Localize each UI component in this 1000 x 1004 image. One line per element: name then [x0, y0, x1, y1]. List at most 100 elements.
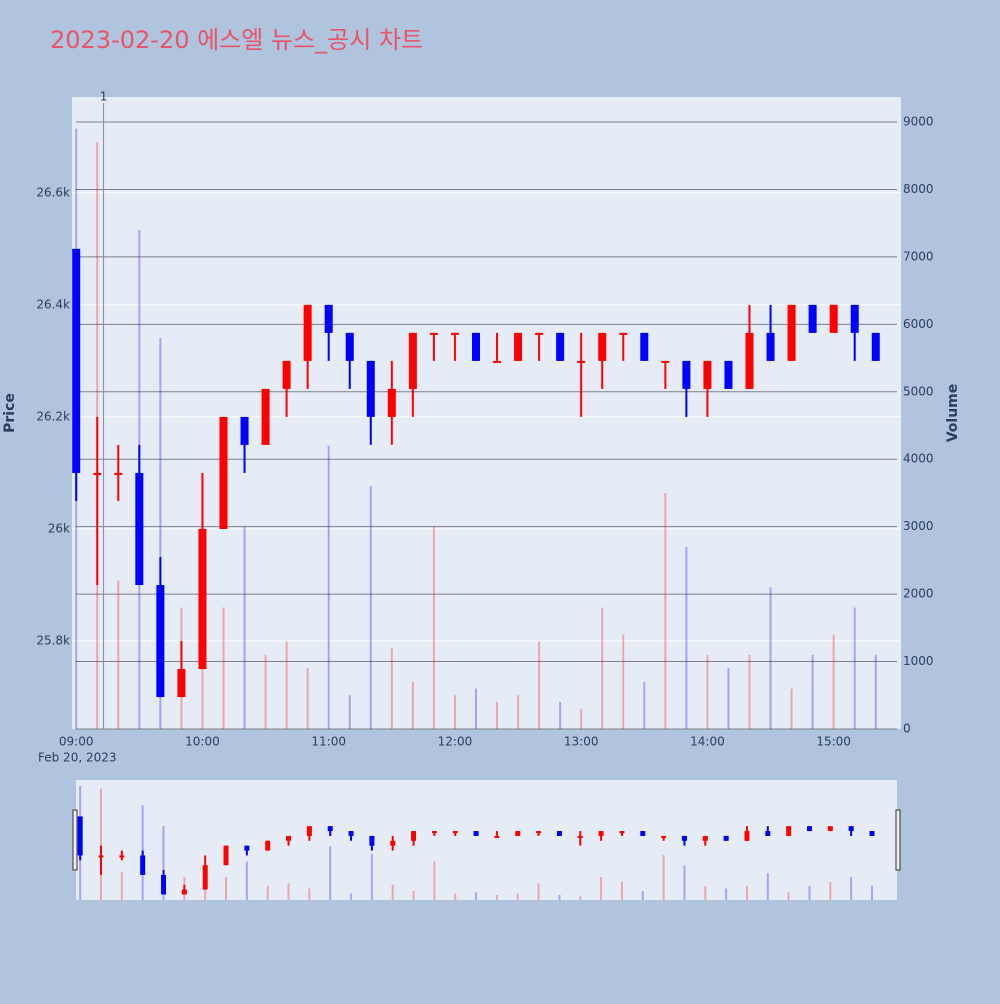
volume-bar — [204, 880, 207, 900]
volume-bar — [745, 885, 748, 900]
volume-bar — [641, 891, 644, 900]
volume-bar — [391, 884, 394, 900]
range-slider[interactable] — [76, 780, 897, 900]
candle-body — [98, 855, 104, 858]
volume-bar — [390, 648, 393, 729]
volume-bar — [308, 888, 311, 900]
volume-bar — [243, 526, 246, 729]
volume-bar — [329, 846, 332, 900]
volume-bar — [622, 634, 625, 729]
candle-body — [261, 388, 270, 445]
candle-body — [431, 831, 437, 834]
volume-bar — [853, 607, 856, 729]
candle-body — [202, 865, 208, 890]
candle-body — [535, 332, 544, 335]
candle-body — [640, 831, 646, 836]
candle-body — [765, 831, 771, 836]
volume-bar — [725, 888, 728, 900]
candle-body — [702, 835, 708, 841]
slider-handle[interactable] — [895, 809, 901, 871]
candle-body — [619, 831, 625, 834]
candle-body — [556, 332, 565, 361]
volume-bar — [769, 587, 772, 729]
candle-body — [156, 585, 165, 698]
candle-body — [286, 835, 292, 841]
volume-bar — [580, 708, 583, 729]
candle-body — [786, 826, 792, 836]
y2-tick-label: 8000 — [903, 182, 934, 196]
candle-body — [473, 831, 479, 836]
volume-bar — [850, 876, 853, 900]
candle-body — [327, 826, 333, 832]
volume-bar — [222, 607, 225, 729]
volume-bar — [245, 861, 248, 900]
candle-body — [514, 332, 523, 361]
candle-body — [198, 528, 207, 670]
candle-body — [577, 360, 586, 363]
x-tick-label: 13:00 — [564, 735, 599, 749]
candle-body — [723, 835, 729, 841]
chart-title: 2023-02-20 에스엘 뉴스_공시 차트 — [50, 26, 423, 54]
y2-tick-label: 0 — [903, 722, 911, 736]
volume-bar — [516, 893, 519, 900]
candle-body — [282, 360, 291, 389]
volume-bar — [790, 688, 793, 729]
volume-bar — [159, 337, 162, 729]
volume-bar — [537, 883, 540, 900]
volume-bar — [369, 486, 372, 729]
volume-bar — [620, 882, 623, 900]
candle-body — [598, 831, 604, 836]
candle-body — [72, 248, 81, 473]
y2-tick-label: 3000 — [903, 519, 934, 533]
x-tick-label: 10:00 — [185, 735, 220, 749]
candle-body — [114, 472, 123, 475]
volume-bar — [811, 654, 814, 729]
volume-bar — [704, 885, 707, 900]
volume-bar — [664, 492, 667, 729]
y-tick-label: 26.4k — [36, 297, 70, 311]
volume-bar — [766, 873, 769, 900]
volume-bar — [874, 654, 877, 729]
volume-bar — [495, 894, 498, 900]
volume-bar — [412, 891, 415, 900]
volume-bar — [350, 893, 353, 900]
volume-bar — [306, 668, 309, 729]
x-tick-label: 09:00 — [59, 735, 94, 749]
volume-bar — [787, 892, 790, 900]
y2-tick-label: 1000 — [903, 654, 934, 668]
y2-tick-label: 2000 — [903, 587, 934, 601]
y-tick-label: 26.6k — [36, 185, 70, 199]
y-tick-label: 25.8k — [36, 634, 70, 648]
volume-bar — [475, 892, 478, 900]
plot-area — [72, 97, 901, 729]
candle-body — [661, 360, 670, 363]
candle-body — [806, 826, 812, 832]
annotation: 1 — [100, 90, 108, 104]
candle-body — [366, 360, 375, 417]
volume-bar — [517, 695, 520, 729]
volume-bar — [266, 885, 269, 900]
candle-body — [387, 388, 396, 417]
candle-body — [306, 826, 312, 836]
volume-bar — [432, 526, 435, 729]
volume-bar — [496, 702, 499, 729]
candle-body — [177, 669, 186, 698]
candle-body — [869, 831, 875, 836]
y2-tick-label: 7000 — [903, 249, 934, 263]
volume-bar — [683, 865, 686, 900]
volume-bar — [559, 702, 562, 729]
y-axis-title: Price — [2, 393, 18, 433]
candle-body — [161, 874, 167, 895]
y-tick-label: 26.2k — [36, 409, 70, 423]
candle-body — [556, 831, 562, 836]
volume-bar — [285, 641, 288, 729]
candle-body — [390, 840, 396, 846]
x-tick-label: 15:00 — [816, 735, 851, 749]
candle-body — [850, 304, 859, 333]
volume-bar — [579, 896, 582, 900]
candle-body — [93, 472, 102, 475]
slider-handle[interactable] — [72, 809, 78, 871]
candle-body — [265, 840, 271, 851]
x-tick-label: 12:00 — [438, 735, 473, 749]
